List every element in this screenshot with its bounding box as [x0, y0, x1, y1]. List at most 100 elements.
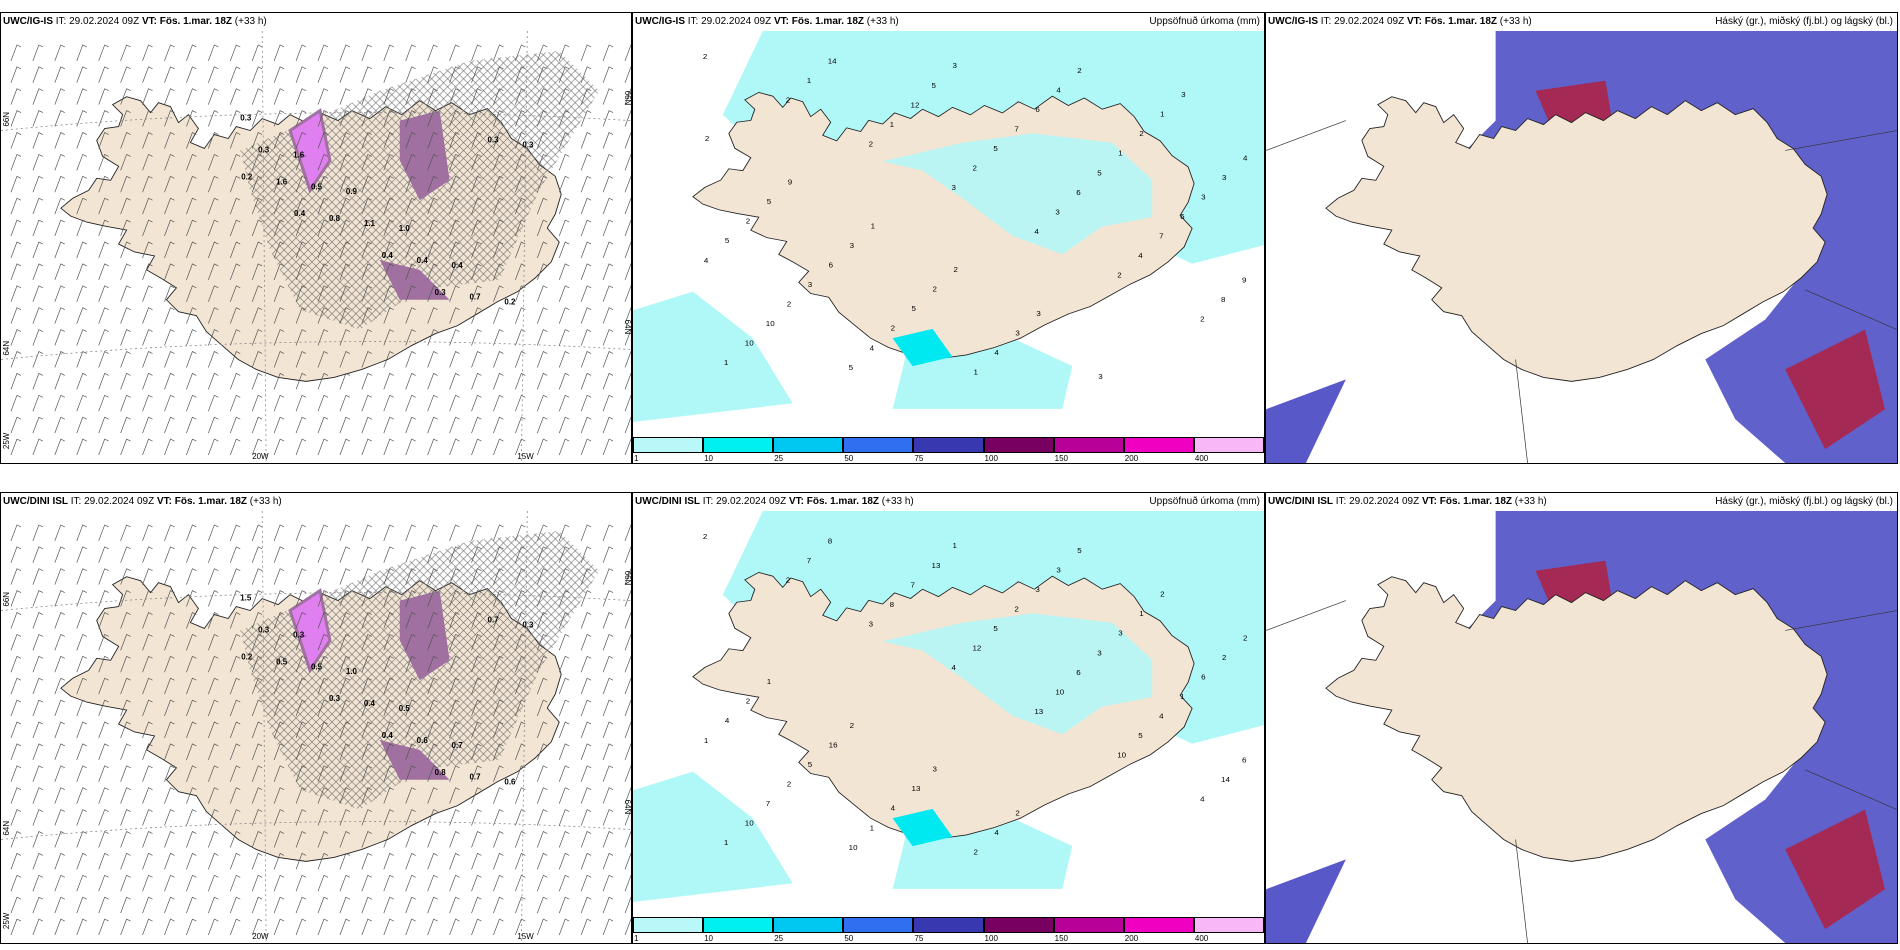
wind-barb [602, 633, 614, 651]
wind-barb [76, 66, 87, 83]
wind-barb [515, 329, 526, 346]
wind-barb [120, 612, 131, 629]
wind-barb [427, 655, 438, 673]
wind-barb [54, 110, 65, 127]
wind-barb [10, 175, 22, 193]
precip-value-label: 1 [890, 120, 894, 129]
wind-barb [120, 546, 131, 563]
wind-barb [536, 263, 548, 280]
wind-barb [229, 721, 241, 739]
wind-barb [186, 438, 197, 456]
wind-barb [427, 568, 438, 585]
init-time: 29.02.2024 09Z [84, 496, 155, 507]
wind-barb [361, 66, 372, 83]
wind-barb [164, 110, 175, 127]
precip-value-label: 5 [1097, 169, 1101, 178]
wind-barb [536, 394, 548, 412]
wind-barb [295, 743, 307, 760]
wind-barb [229, 677, 241, 695]
wind-barb [558, 372, 570, 390]
wind-barb [493, 721, 504, 739]
precip-value-label: 7 [911, 581, 915, 590]
snow-value-label: 1.0 [399, 224, 411, 233]
wind-barb [142, 153, 153, 171]
precip-value-label: 4 [704, 256, 709, 265]
wind-barb [54, 416, 65, 434]
wind-barb [317, 612, 329, 629]
wind-barb [536, 110, 548, 127]
wind-barb [515, 787, 526, 804]
wind-barb [536, 896, 548, 914]
wind-barb [602, 175, 614, 193]
precip-value-label: 7 [1014, 125, 1018, 134]
wind-barb [10, 285, 22, 302]
wind-barb [164, 721, 175, 739]
wind-barb [229, 765, 241, 782]
iceland-land [1325, 576, 1828, 862]
wind-barb [208, 241, 219, 259]
wind-barb [295, 852, 307, 870]
wind-barb [120, 110, 131, 127]
wind-barb [449, 765, 460, 782]
wind-barb [405, 568, 416, 585]
wind-barb [32, 612, 44, 629]
wind-barb [142, 329, 153, 346]
wind-barb [317, 590, 329, 607]
wind-barb [76, 831, 87, 848]
snow-value-label: 0.3 [258, 145, 270, 154]
wind-barb [624, 351, 631, 368]
map-cloud[interactable] [1266, 511, 1897, 943]
wind-barb [602, 153, 614, 171]
wind-barb [580, 263, 592, 280]
wind-barb [164, 66, 175, 83]
wind-barb [120, 132, 131, 149]
map-cloud[interactable] [1266, 31, 1897, 463]
wind-barb [317, 197, 329, 215]
wind-barb [427, 175, 438, 193]
wind-barb [536, 633, 548, 651]
wind-barb [251, 568, 263, 585]
wind-barb [471, 110, 482, 127]
wind-barb [54, 241, 65, 259]
wind-barb [98, 896, 109, 914]
wind-barb [536, 568, 548, 585]
wind-barb [251, 524, 263, 541]
panel-bottom-middle-precip: UWC/DINI ISL IT: 29.02.2024 09Z VT: Fös.… [632, 492, 1265, 944]
precip-value-label: 10 [1055, 688, 1064, 697]
wind-barb [361, 372, 372, 390]
wind-barb [493, 765, 504, 782]
wind-barb [186, 219, 197, 237]
wind-barb [624, 219, 631, 237]
wind-barb [229, 219, 241, 237]
precip-value-label: 3 [1118, 629, 1122, 638]
map-precip[interactable]: 2 2 3 4 13 10 4 1 7 8 12 10 5 14 10 8 7 5 6 4 6 7 10 13 2 3 1 1 2 1 1 3… [633, 511, 1264, 915]
wind-barb [229, 874, 241, 892]
precip-value-label: 8 [1221, 295, 1225, 304]
wind-barb [427, 633, 438, 651]
wind-barb [295, 612, 307, 629]
wind-barb [229, 852, 241, 870]
wind-barb [624, 110, 631, 127]
wind-barb [624, 307, 631, 324]
wind-barb [624, 765, 631, 782]
wind-barb [98, 809, 109, 826]
map-snow-wind[interactable]: 66N 64N 25W 20W 15W 66N 64N 1.5 0.3 1.0 0.5 0.7 0.6 0… [1, 511, 631, 943]
wind-barb [98, 699, 109, 717]
wind-barb [602, 416, 614, 434]
wind-barb [317, 874, 329, 892]
wind-barb [361, 721, 372, 739]
wind-barb [10, 852, 22, 870]
precip-value-label: 4 [951, 663, 956, 672]
wind-barb [515, 524, 526, 541]
wind-barb [405, 677, 416, 695]
wind-barb [54, 568, 65, 585]
wind-barb [515, 612, 526, 629]
wind-barb [98, 88, 109, 105]
precip-area-mid [892, 808, 953, 847]
map-precip[interactable]: 2 2 2 3 4 2 2 1 1 1 2 3 4 8 10 14 12 5 6 7 9 10 5 5 7 5 6 4 2 4 3 6 1 3 5 3… [633, 31, 1264, 435]
precip-value-label: 5 [849, 363, 853, 372]
wind-barb [273, 568, 285, 585]
wind-barb [32, 219, 44, 237]
colorbar-swatch [773, 437, 844, 453]
map-snow-wind[interactable]: 66N 64N 25W 20W 15W 66N 64N 0.3 1.6 0.9 1.0 0.4 0.2 0… [1, 31, 631, 463]
